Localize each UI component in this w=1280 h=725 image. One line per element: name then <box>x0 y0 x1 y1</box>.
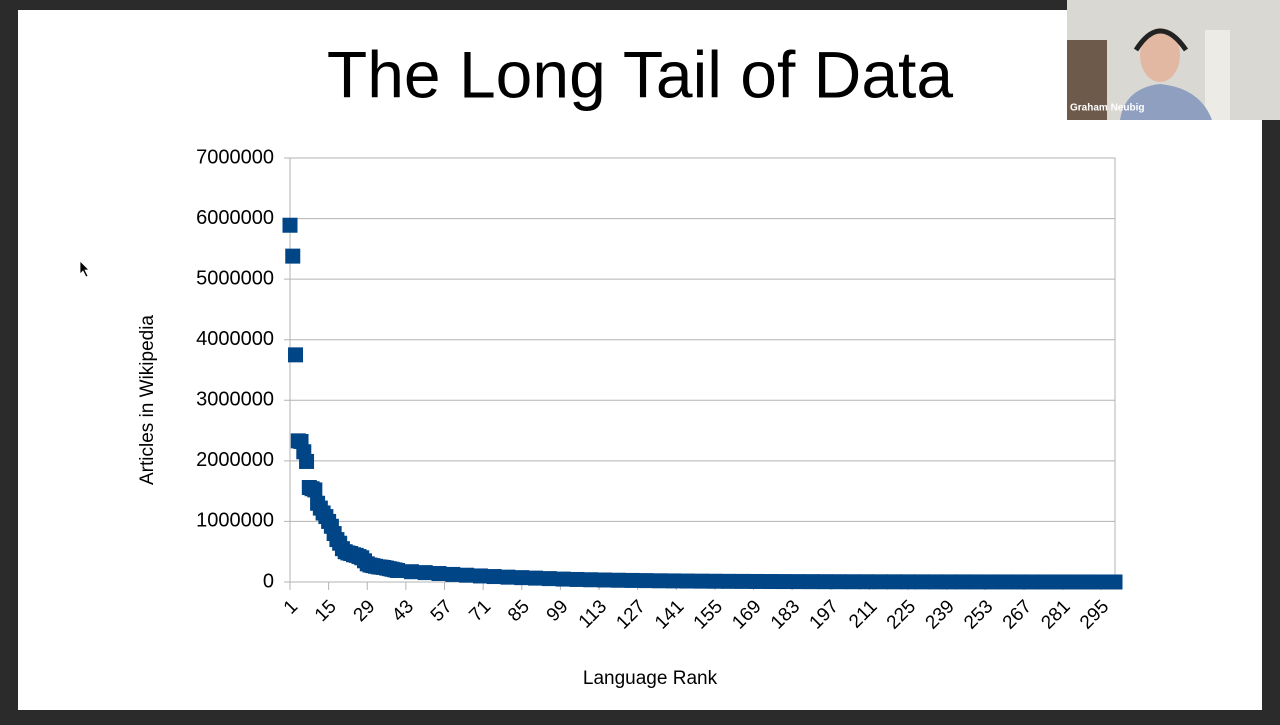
y-tick-label: 1000000 <box>196 510 274 532</box>
point <box>1079 574 1095 590</box>
slide <box>18 10 1262 710</box>
webcam-person <box>1120 84 1212 120</box>
point <box>983 574 999 590</box>
y-axis-label: Articles in Wikipedia <box>137 315 158 485</box>
point <box>1093 574 1109 590</box>
point <box>735 573 751 589</box>
point <box>831 574 847 590</box>
point <box>845 574 861 590</box>
point <box>486 569 502 585</box>
point <box>1052 574 1068 590</box>
y-tick-label: 5000000 <box>196 267 274 289</box>
point <box>803 574 819 590</box>
point <box>693 573 709 589</box>
point <box>431 566 447 582</box>
point <box>776 574 792 590</box>
y-tick-label: 0 <box>263 570 274 592</box>
cursor <box>79 260 90 278</box>
point <box>403 564 419 580</box>
point <box>886 574 902 590</box>
y-tick-label: 7000000 <box>196 146 274 168</box>
point <box>652 573 668 589</box>
point <box>417 565 433 581</box>
point <box>282 217 298 233</box>
point <box>285 248 301 264</box>
point <box>900 574 916 590</box>
point <box>941 574 957 590</box>
point <box>288 347 304 363</box>
webcam-person <box>1140 28 1180 82</box>
point <box>500 569 516 585</box>
x-axis-label: Language Rank <box>583 668 718 689</box>
point <box>514 570 530 586</box>
y-tick-label: 3000000 <box>196 389 274 411</box>
point <box>583 572 599 588</box>
chart-title: The Long Tail of Data <box>327 37 953 111</box>
point <box>624 572 640 588</box>
point <box>1066 574 1082 590</box>
webcam: Graham Neubig <box>1067 0 1280 120</box>
point <box>955 574 971 590</box>
point <box>390 562 406 578</box>
point <box>790 574 806 590</box>
point <box>1107 574 1123 590</box>
point <box>569 571 585 587</box>
point <box>859 574 875 590</box>
webcam-background <box>1205 30 1230 120</box>
point <box>666 573 682 589</box>
point <box>459 567 475 583</box>
point <box>528 570 544 586</box>
point <box>997 574 1013 590</box>
y-tick-label: 2000000 <box>196 449 274 471</box>
point <box>721 573 737 589</box>
point <box>969 574 985 590</box>
point <box>307 482 323 498</box>
webcam-headset <box>1133 28 1189 52</box>
point <box>679 573 695 589</box>
point <box>555 571 571 587</box>
point <box>597 572 613 588</box>
point <box>541 571 557 587</box>
point <box>762 574 778 590</box>
point <box>928 574 944 590</box>
point <box>817 574 833 590</box>
point <box>638 573 654 589</box>
y-tick-label: 6000000 <box>196 207 274 229</box>
webcam-name: Graham Neubig <box>1070 103 1144 114</box>
point <box>707 573 723 589</box>
point <box>1024 574 1040 590</box>
webcam-background <box>1067 40 1107 120</box>
point <box>1010 574 1026 590</box>
point <box>610 572 626 588</box>
point <box>472 568 488 584</box>
plot: 0 1000000 2000000 3000000 4000000 5000000 6000… <box>196 146 1123 633</box>
point <box>914 574 930 590</box>
point <box>748 573 764 589</box>
point <box>445 566 461 582</box>
point <box>1038 574 1054 590</box>
point <box>299 453 315 469</box>
y-tick-label: 4000000 <box>196 328 274 350</box>
point <box>872 574 888 590</box>
